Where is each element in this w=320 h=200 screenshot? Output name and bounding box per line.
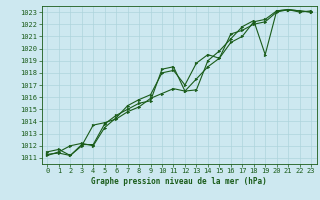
X-axis label: Graphe pression niveau de la mer (hPa): Graphe pression niveau de la mer (hPa): [91, 177, 267, 186]
